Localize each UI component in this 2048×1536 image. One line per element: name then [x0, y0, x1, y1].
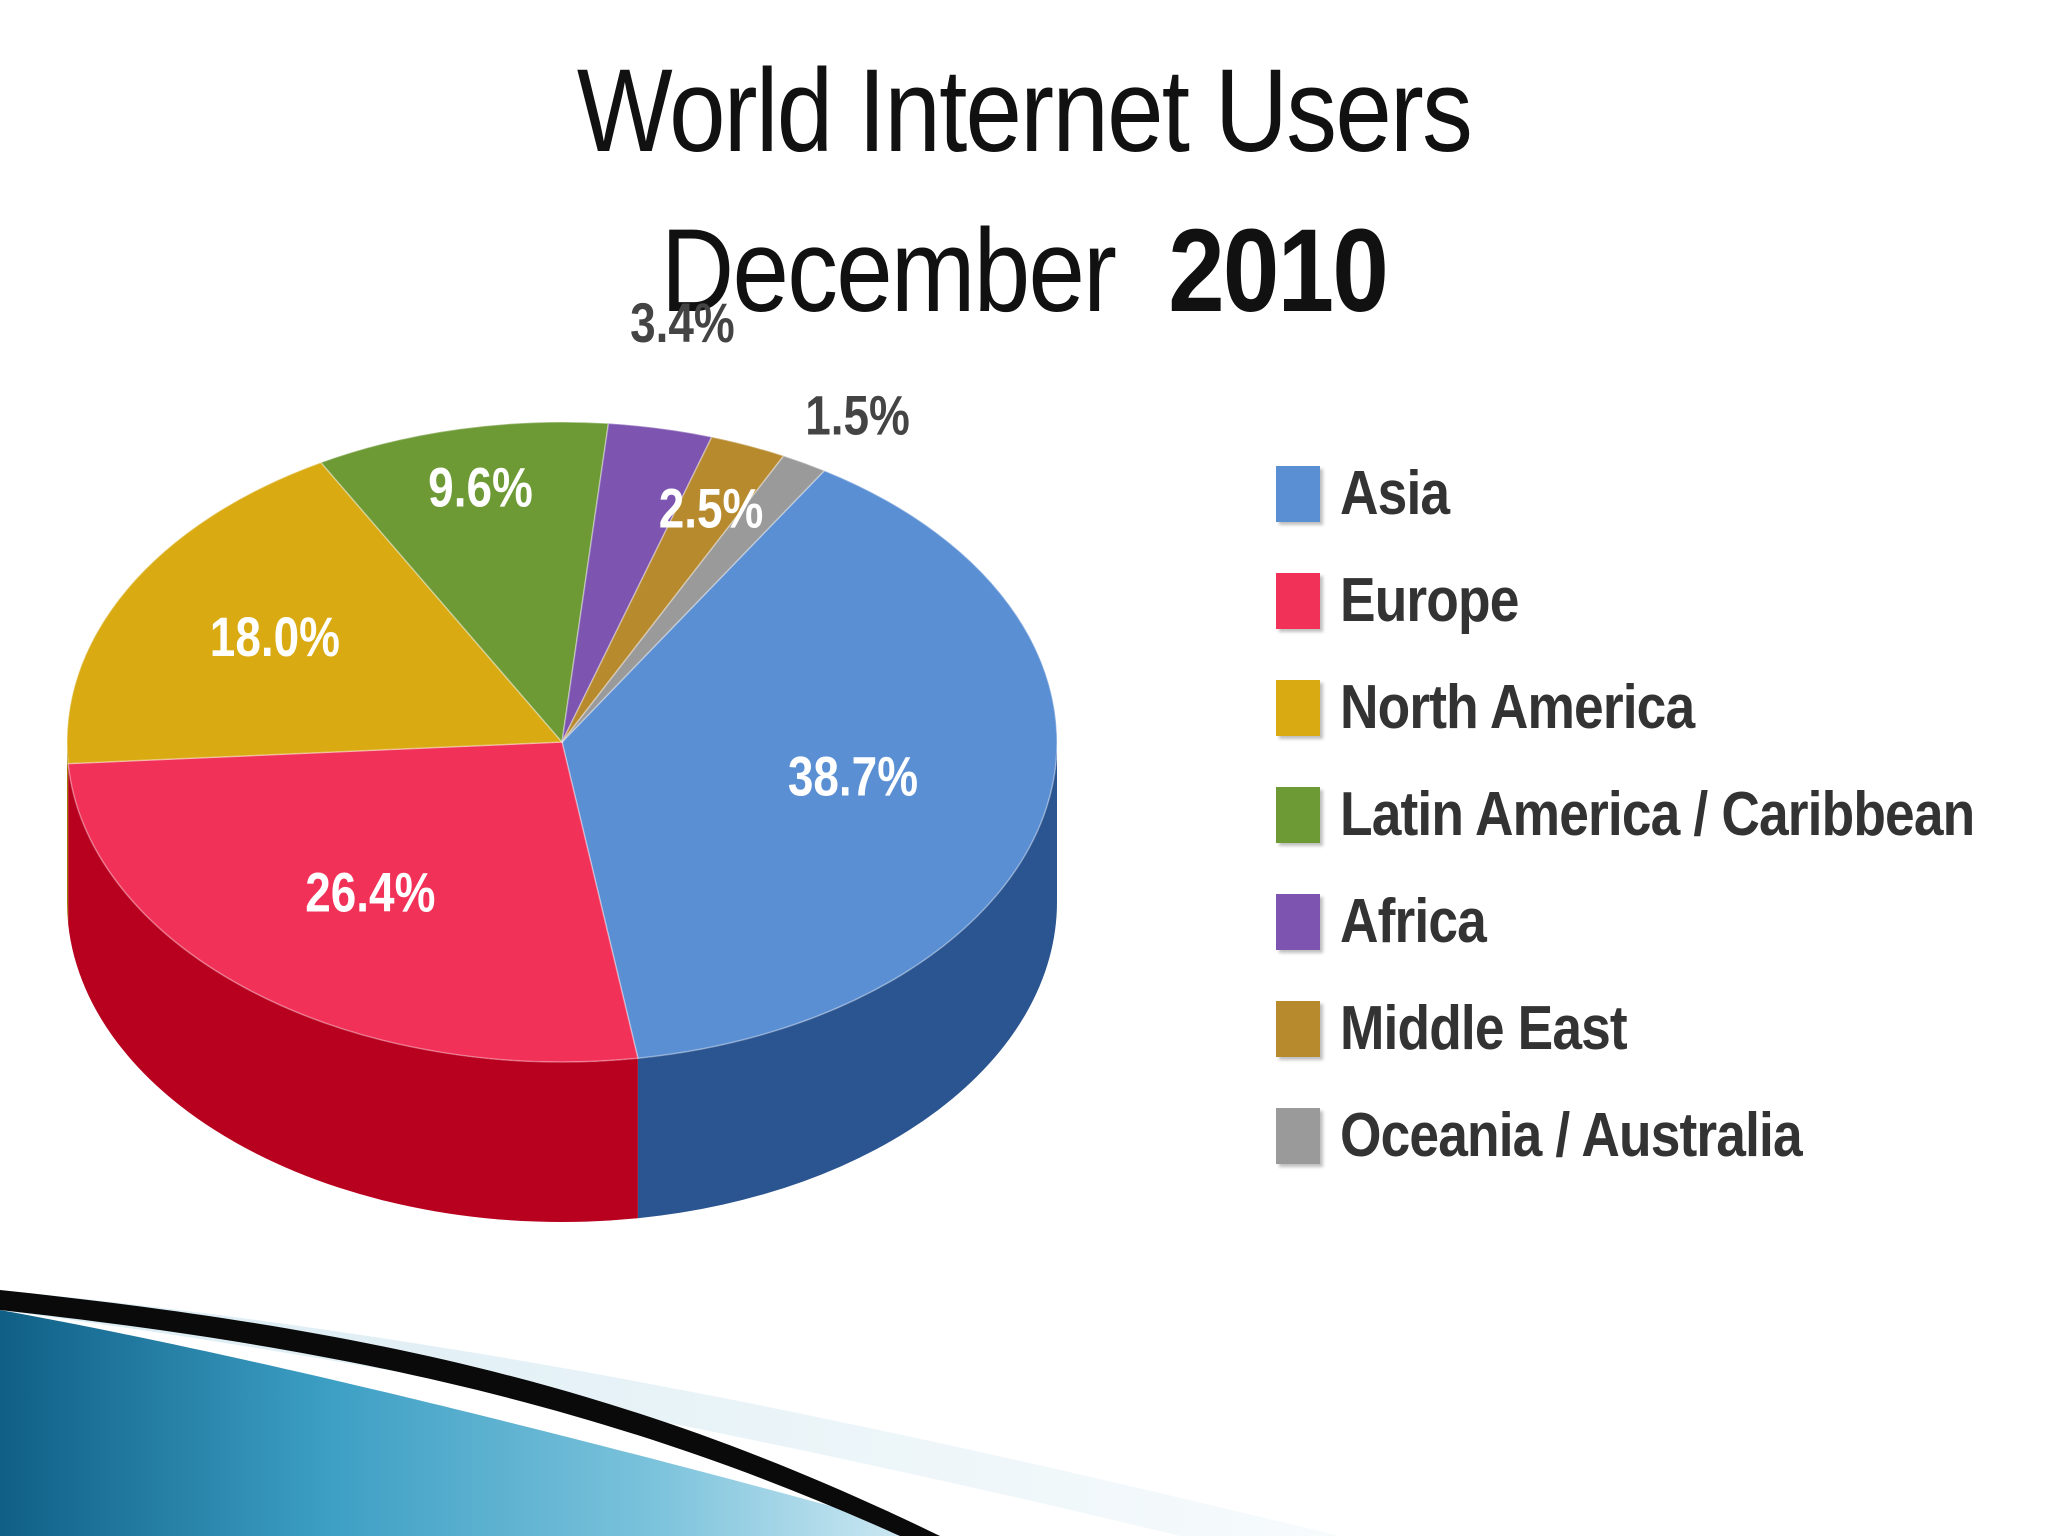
- pie-slice-middle-east: [561, 436, 785, 743]
- legend-label: North America: [1340, 673, 1695, 742]
- pie-label-europe: 26.4%: [305, 861, 435, 923]
- pie-label-oceania-australia: 1.5%: [805, 384, 910, 446]
- pie-slice-north-america: [66, 461, 564, 765]
- pie-sides: [67, 742, 1057, 1222]
- legend-label: Oceania / Australia: [1340, 1101, 1803, 1170]
- legend-swatch: [1276, 894, 1320, 950]
- pie-slice-africa: [561, 422, 713, 743]
- legend-swatch: [1276, 573, 1320, 629]
- legend-label: Europe: [1340, 566, 1519, 635]
- chart-title-year: 2010: [1168, 205, 1389, 337]
- pie-label-africa: 3.4%: [630, 292, 735, 354]
- pie-labels: 38.7% 26.4% 18.0% 9.6% 3.4% 2.5% 1.5%: [210, 292, 918, 924]
- chart-title-line-2: December 2010: [143, 212, 1904, 330]
- legend-label: Asia: [1340, 459, 1450, 528]
- chart-title-month: December: [660, 205, 1117, 337]
- legend-label: Middle East: [1340, 994, 1628, 1063]
- pie-slice-oceania-australia: [561, 455, 826, 743]
- legend-swatch: [1276, 680, 1320, 736]
- pie-side-asia: [637, 742, 1057, 1219]
- pie-slice-latin-america-caribbean: [319, 421, 610, 744]
- pie-slice-europe: [67, 741, 639, 1063]
- legend-label: Africa: [1340, 887, 1487, 956]
- pie-label-north-america: 18.0%: [210, 606, 340, 668]
- legend-swatch: [1276, 466, 1320, 522]
- pie-side-europe: [68, 763, 638, 1222]
- pie-side-north-america: [67, 742, 69, 924]
- pie-label-asia: 38.7%: [788, 745, 918, 807]
- pie-label-middle-east: 2.5%: [659, 477, 764, 539]
- pie-slice-asia: [561, 469, 1058, 1060]
- pie-label-latin-america-caribbean: 9.6%: [428, 456, 533, 518]
- legend-swatch: [1276, 1001, 1320, 1057]
- chart-title-line-1: World Internet Users: [576, 45, 1473, 177]
- pie-slices: [66, 421, 1058, 1063]
- legend-swatch: [1276, 1108, 1320, 1164]
- slide-swoosh-decoration: [0, 1290, 1340, 1536]
- legend-swatch: [1276, 787, 1320, 843]
- legend-label: Latin America / Caribbean: [1340, 780, 1975, 849]
